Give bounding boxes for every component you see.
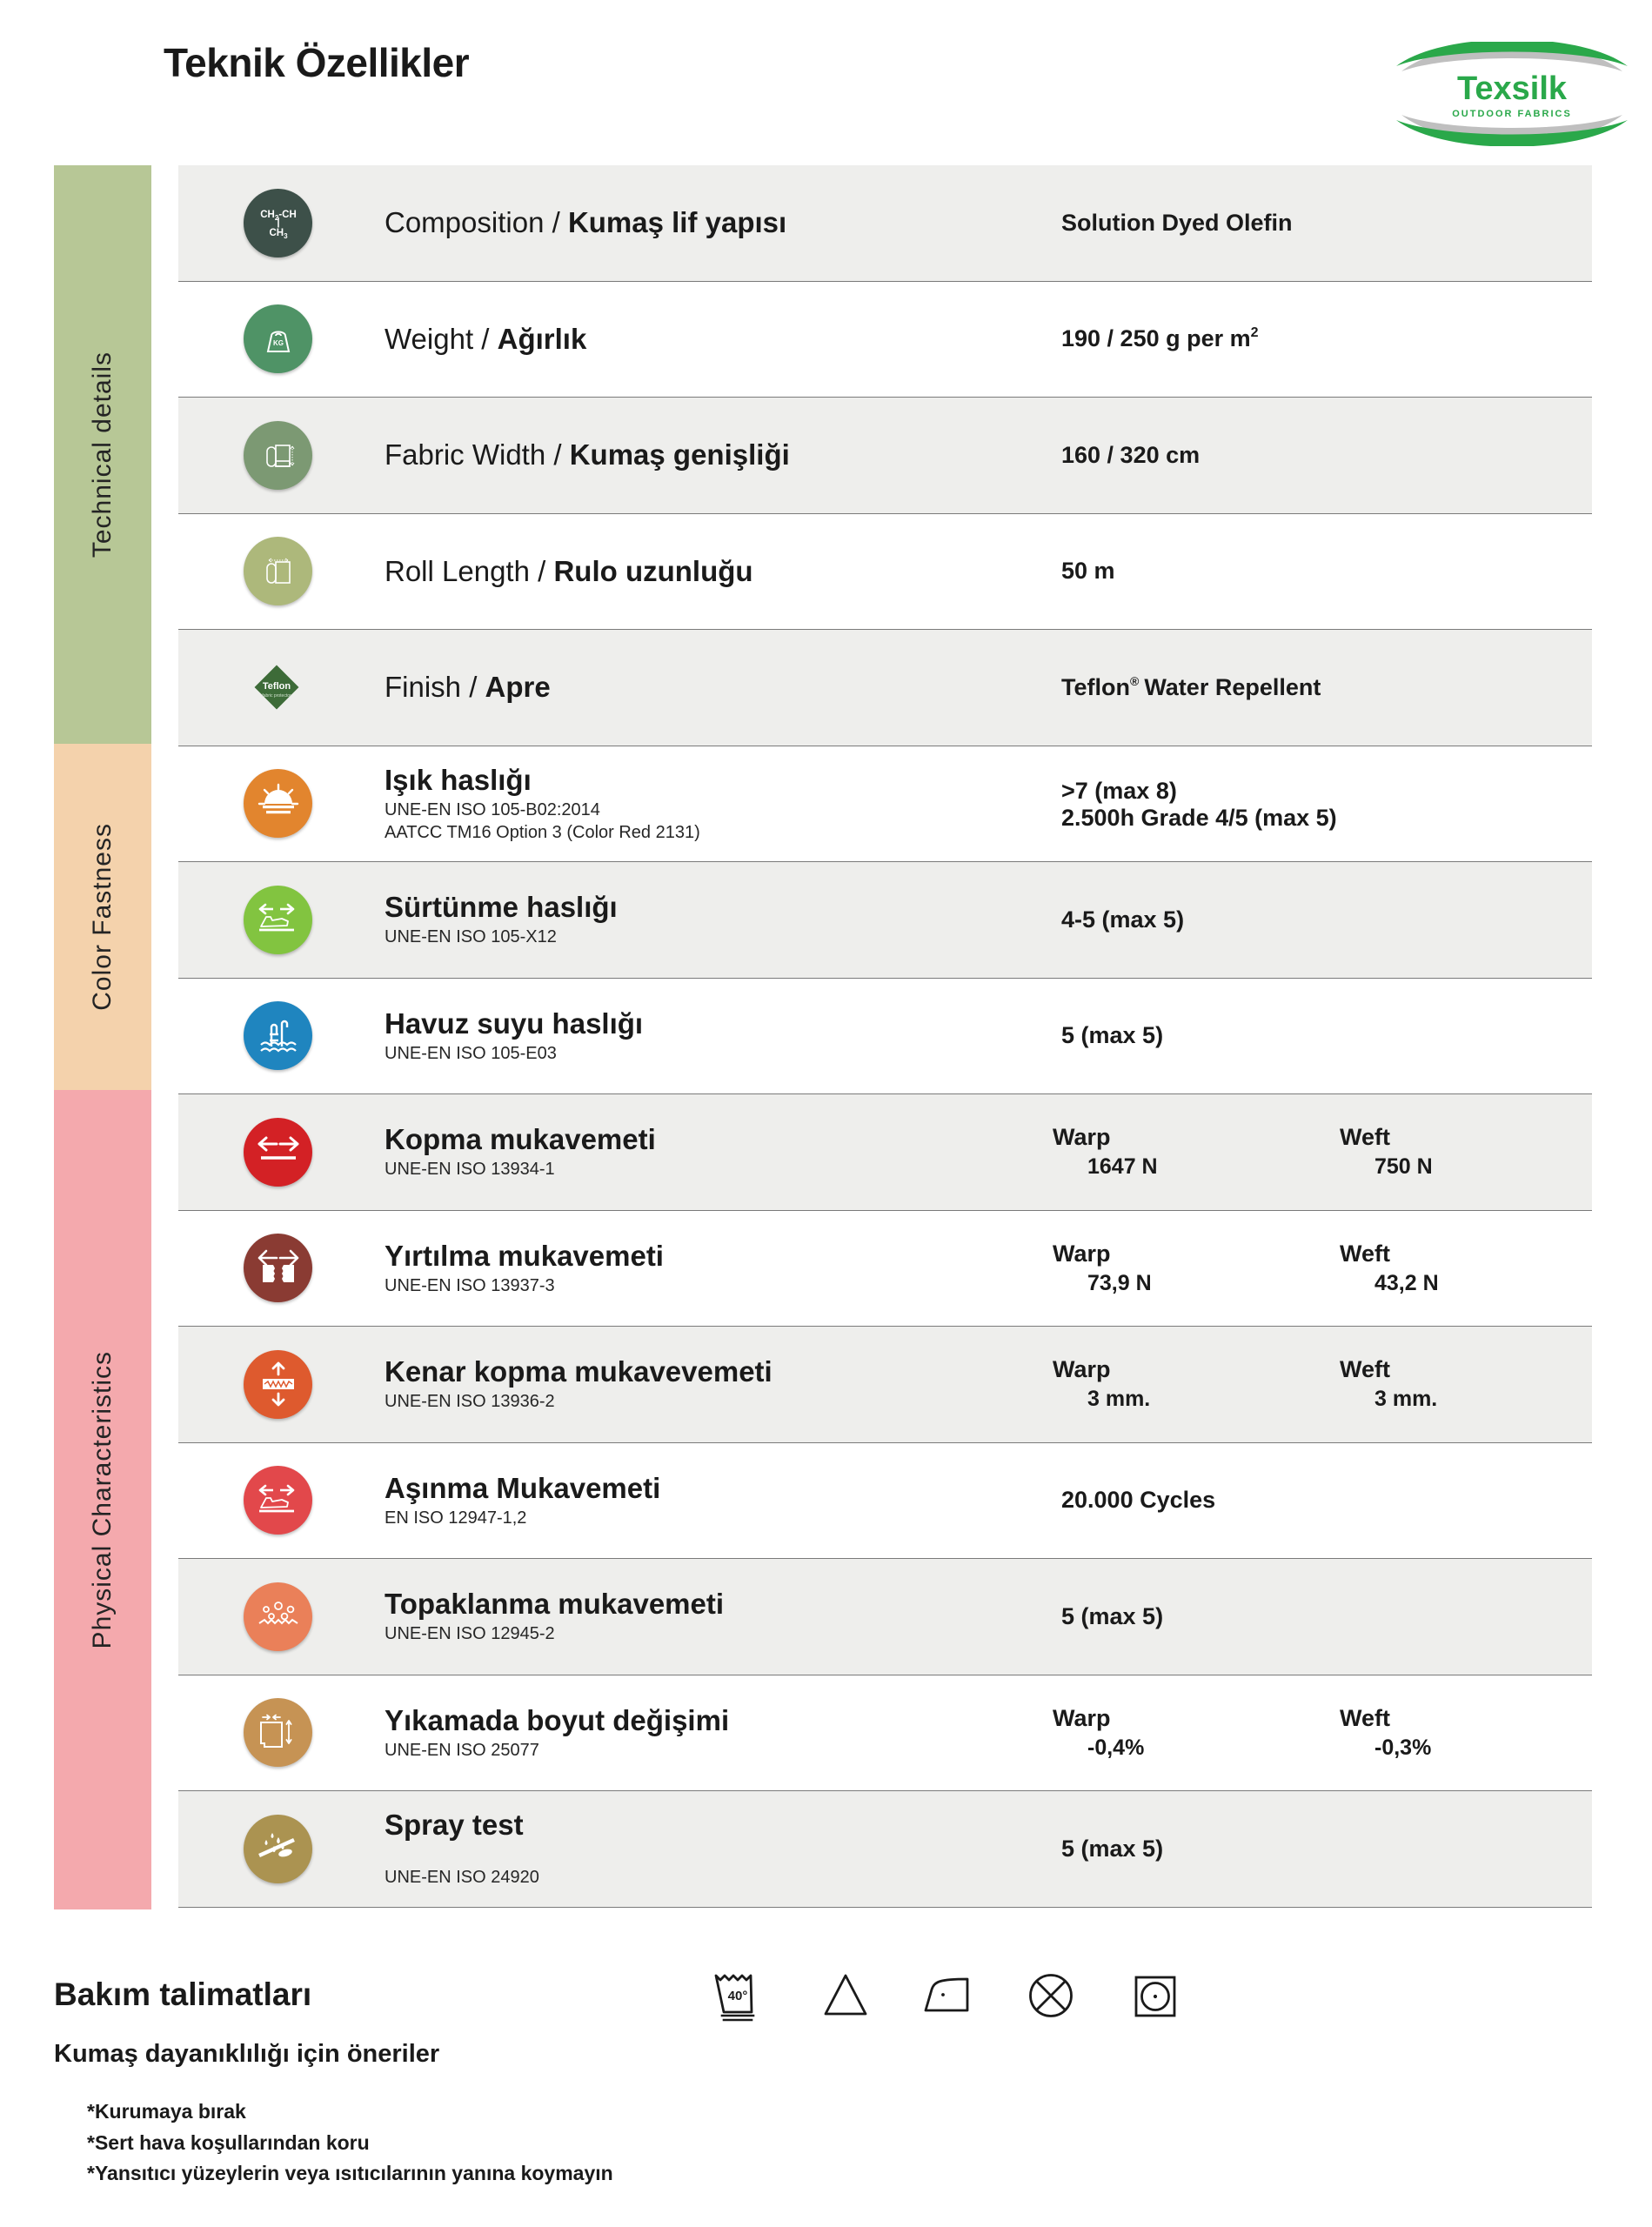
svg-text:fabric protector: fabric protector [262, 693, 291, 699]
svg-text:|: | [277, 217, 279, 228]
svg-text:Teflon: Teflon [263, 681, 291, 692]
svg-text:40°: 40° [728, 1989, 748, 2003]
svg-text:Texsilk: Texsilk [1457, 70, 1568, 107]
svg-text:KG: KG [273, 339, 284, 347]
svg-text:CH3: CH3 [269, 228, 288, 240]
svg-text:OUTDOOR FABRICS: OUTDOOR FABRICS [1452, 109, 1572, 119]
